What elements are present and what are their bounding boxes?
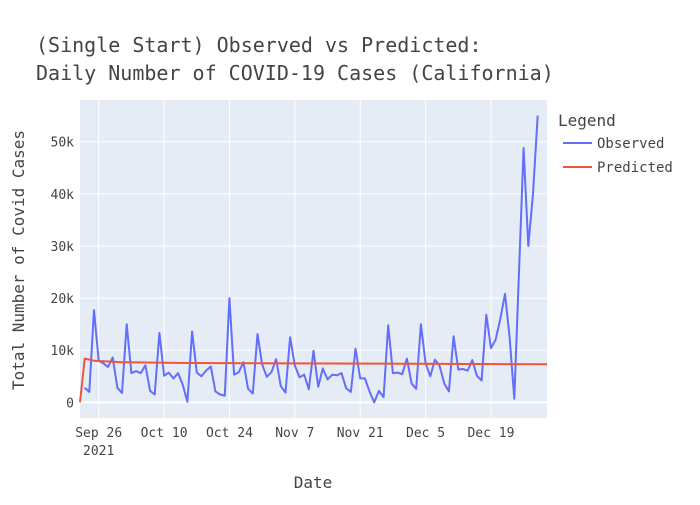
- x-axis-title: Date: [294, 473, 333, 492]
- x-tick-label: Nov 7: [275, 426, 314, 441]
- plot-area: [80, 100, 547, 418]
- chart-title-line-2: Daily Number of COVID-19 Cases (Californ…: [36, 61, 554, 85]
- axis-ticks: 0 10k 20k 30k 40k 50k Sep 26 2021 Oct 10 Oct 24 No…: [51, 136, 515, 459]
- chart-title-line-1: (Single Start) Observed vs Predicted:: [36, 33, 482, 57]
- y-tick-label: 30k: [51, 240, 75, 255]
- x-tick-label: Dec 19: [467, 426, 514, 441]
- x-tick-label: Oct 24: [206, 426, 253, 441]
- y-tick-label: 0: [66, 396, 74, 411]
- x-tick-label: Nov 21: [337, 426, 384, 441]
- series-line-observed[interactable]: [84, 115, 539, 404]
- legend-label-observed[interactable]: Observed: [597, 136, 664, 152]
- y-tick-label: 20k: [51, 292, 75, 307]
- x-tick-label: Oct 10: [141, 426, 188, 441]
- x-tick-sublabel: 2021: [83, 444, 114, 459]
- y-tick-label: 40k: [51, 188, 75, 203]
- y-tick-label: 50k: [51, 136, 75, 151]
- legend-title: Legend: [558, 111, 616, 130]
- series-lines[interactable]: [79, 115, 548, 404]
- legend[interactable]: Legend Observed Predicted: [558, 111, 673, 176]
- legend-label-predicted[interactable]: Predicted: [597, 160, 673, 176]
- y-axis-title: Total Number of Covid Cases: [9, 130, 28, 390]
- x-tick-label: Sep 26: [75, 426, 122, 441]
- y-tick-label: 10k: [51, 344, 75, 359]
- x-tick-label: Dec 5: [406, 426, 445, 441]
- series-line-predicted[interactable]: [79, 357, 548, 403]
